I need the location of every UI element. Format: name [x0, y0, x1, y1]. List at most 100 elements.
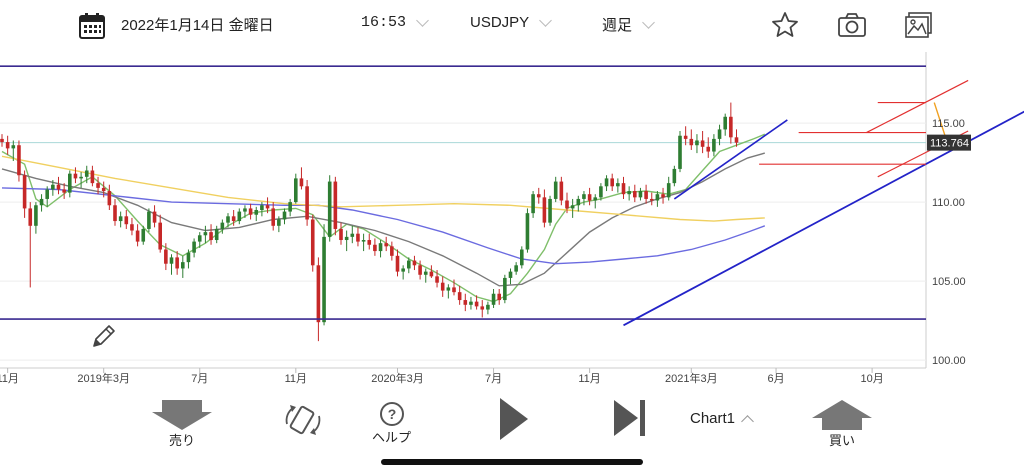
- candle: [712, 134, 716, 157]
- candle-body: [322, 236, 326, 323]
- drawn-lines[interactable]: [0, 65, 1024, 327]
- candle: [474, 295, 479, 310]
- candle: [158, 214, 162, 253]
- trend-line: [623, 110, 1024, 327]
- candle-body: [384, 243, 388, 247]
- rotate-button[interactable]: [283, 402, 323, 438]
- time-selector[interactable]: 16:53: [361, 13, 429, 31]
- candle-body: [401, 268, 405, 272]
- candle-body: [51, 184, 55, 190]
- candle: [508, 268, 513, 285]
- candle: [627, 186, 631, 201]
- candle-body: [271, 208, 275, 226]
- candle: [209, 224, 213, 245]
- candle-body: [570, 205, 575, 209]
- candle: [486, 301, 490, 315]
- candle: [282, 208, 287, 225]
- date-label[interactable]: 2022年1月14日 金曜日: [121, 14, 274, 35]
- camera-icon[interactable]: [836, 10, 866, 40]
- candle-body: [672, 168, 677, 184]
- candle-body: [17, 145, 21, 176]
- y-tick-label: 110.00: [932, 197, 965, 209]
- candle-body: [62, 189, 66, 193]
- help-icon: ?: [379, 402, 404, 426]
- candle: [0, 134, 4, 147]
- sell-button[interactable]: 売り: [152, 400, 212, 449]
- candle-body: [248, 208, 253, 215]
- x-tick-label: 7月: [485, 373, 502, 385]
- candle-body: [175, 257, 179, 269]
- candle-body: [649, 198, 654, 201]
- chart-selector[interactable]: Chart1: [690, 410, 754, 428]
- candle: [666, 176, 671, 201]
- y-axis: 100.00 105.00 110.00 115.00: [932, 118, 966, 367]
- candle-body: [158, 222, 162, 250]
- candle: [350, 225, 355, 244]
- candle-body: [717, 129, 722, 139]
- candle-body: [299, 178, 304, 187]
- candle: [604, 175, 609, 192]
- candle-body: [164, 249, 168, 264]
- play-icon: [500, 398, 528, 440]
- candle-body: [508, 271, 513, 278]
- candle-body: [34, 205, 38, 226]
- candle: [729, 102, 733, 144]
- rotate-icon: [285, 405, 321, 435]
- candle: [79, 172, 83, 188]
- candle: [316, 257, 321, 342]
- candle-body: [536, 194, 541, 198]
- date-text: 2022年1月14日 金曜日: [121, 17, 274, 34]
- timeframe-selector[interactable]: 週足: [602, 14, 655, 35]
- candle-body: [582, 194, 586, 199]
- candle-body: [695, 140, 699, 146]
- candle: [5, 135, 10, 155]
- candle: [197, 232, 202, 248]
- candle-body: [407, 260, 411, 269]
- candle-body: [344, 236, 349, 241]
- candle: [497, 289, 501, 305]
- play-button[interactable]: [498, 398, 530, 440]
- candle-body: [729, 116, 733, 138]
- candle: [164, 243, 168, 271]
- candle: [446, 284, 451, 299]
- candle: [638, 187, 643, 201]
- help-button[interactable]: ? ヘルプ: [372, 401, 411, 446]
- current-price-tag: 113.764: [927, 134, 971, 151]
- trend-line: [673, 119, 788, 200]
- candle-body: [141, 228, 146, 242]
- candle-body: [587, 194, 592, 201]
- candle: [260, 202, 264, 217]
- help-label: ヘルプ: [372, 430, 412, 445]
- candle: [135, 224, 140, 247]
- candle: [169, 254, 174, 275]
- image-gallery-icon[interactable]: [904, 10, 934, 40]
- candle: [265, 197, 270, 214]
- home-indicator[interactable]: [381, 459, 643, 465]
- calendar-icon[interactable]: [78, 12, 108, 42]
- star-icon[interactable]: [770, 10, 800, 40]
- candle-body: [559, 181, 564, 201]
- candle: [101, 181, 106, 198]
- candle-body: [356, 233, 360, 242]
- candle-body: [0, 138, 4, 143]
- candle-body: [474, 301, 479, 307]
- candle-body: [192, 241, 196, 253]
- candle: [661, 187, 665, 204]
- pencil-icon[interactable]: [93, 325, 115, 347]
- candle-body: [457, 292, 462, 301]
- candle: [339, 222, 343, 245]
- candle: [706, 137, 711, 158]
- candle-body: [220, 222, 225, 229]
- candle-body: [423, 271, 428, 275]
- buy-button[interactable]: 買い: [812, 400, 872, 449]
- candle: [186, 249, 191, 269]
- symbol-selector[interactable]: USDJPY: [470, 13, 553, 31]
- candle: [39, 194, 44, 212]
- candle: [616, 178, 620, 193]
- candle: [655, 191, 660, 207]
- skip-to-end-button[interactable]: [612, 400, 648, 436]
- candle-body: [327, 181, 332, 237]
- candle: [700, 131, 705, 154]
- candle: [649, 192, 654, 206]
